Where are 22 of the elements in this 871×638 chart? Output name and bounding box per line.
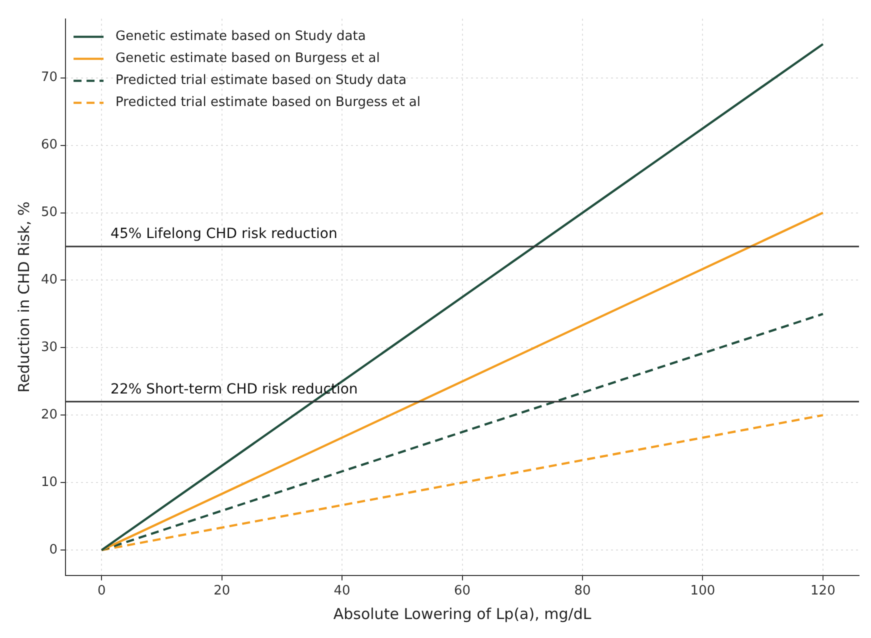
x-tick-label: 80: [574, 584, 591, 599]
ref-line-label: 45% Lifelong CHD risk reduction: [110, 226, 338, 242]
x-tick-label: 20: [214, 584, 230, 599]
legend-label: Genetic estimate based on Burgess et al: [116, 51, 380, 66]
y-tick-label: 70: [40, 70, 58, 86]
y-tick-label: 0: [49, 542, 58, 558]
y-tick-label: 20: [40, 408, 58, 423]
x-tick-label: 120: [810, 584, 836, 599]
legend-label: Genetic estimate based on Study data: [116, 29, 366, 44]
x-tick-label: 0: [97, 584, 106, 599]
x-tick-label: 100: [690, 584, 716, 599]
y-tick-label: 50: [40, 205, 58, 220]
y-tick-label: 10: [40, 475, 58, 490]
legend-label: Predicted trial estimate based on Burgess et al: [116, 95, 421, 110]
y-tick-label: 40: [40, 272, 58, 288]
y-tick-label: 30: [40, 340, 58, 356]
legend-label: Predicted trial estimate based on Study data: [116, 73, 406, 88]
x-axis-title: Absolute Lowering of Lp(a), mg/dL: [333, 604, 592, 623]
y-tick-label: 60: [40, 138, 58, 153]
x-tick-label: 40: [334, 584, 350, 599]
y-axis-title: Reduction in CHD Risk, %: [14, 202, 33, 393]
x-tick-label: 60: [454, 584, 471, 599]
